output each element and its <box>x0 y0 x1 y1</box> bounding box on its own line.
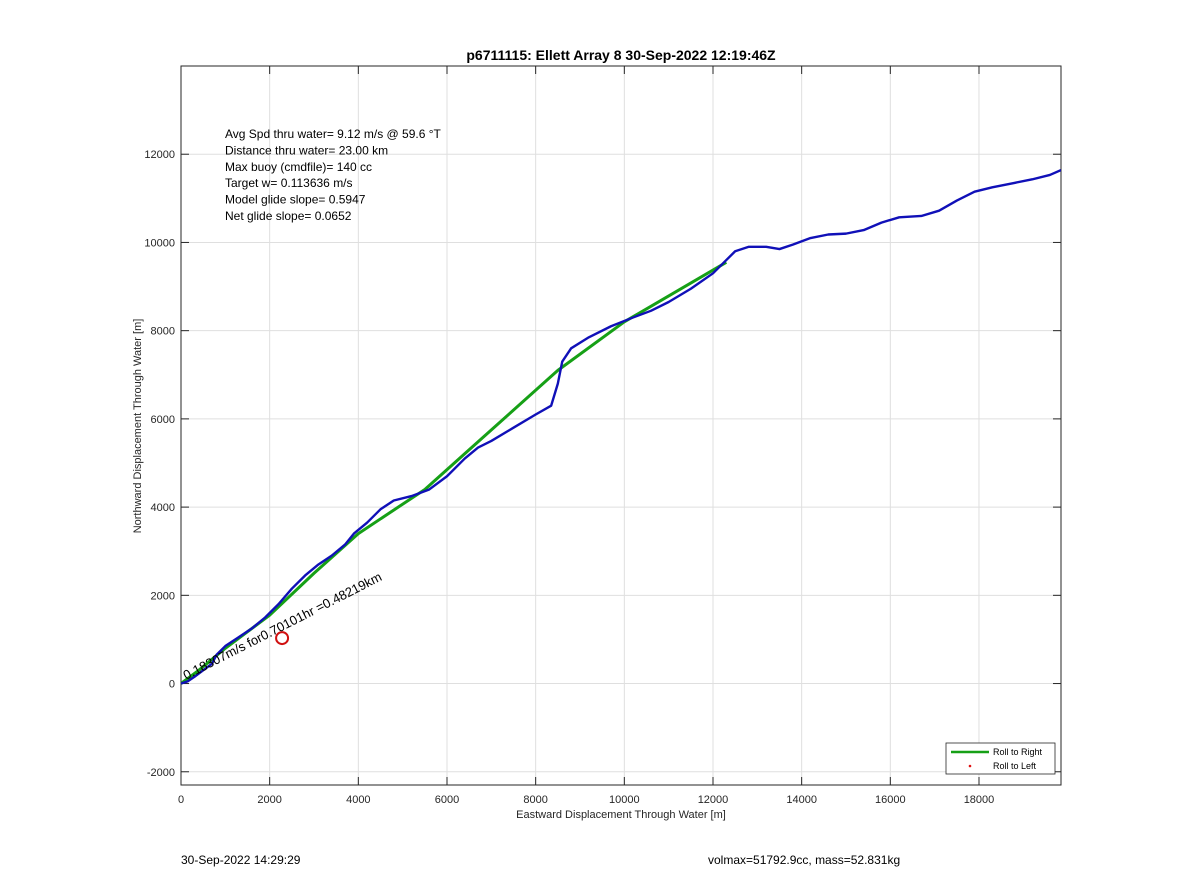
footer-timestamp: 30-Sep-2022 14:29:29 <box>181 853 301 867</box>
series-layer <box>181 169 1061 685</box>
legend-box <box>945 742 1056 775</box>
ticks: 0 2000 4000 6000 8000 10000 12000 14000 16000 180… <box>144 66 1061 806</box>
x-tick-label: 16000 <box>875 794 906 806</box>
chart-title: p6711115: Ellett Array 8 30-Sep-2022 12:… <box>466 47 776 63</box>
drift-annotation: 0.18307m/s for0.70101hr =0.48219km <box>181 569 385 683</box>
x-tick-label: 0 <box>178 794 184 806</box>
stats-annotation-line: Net glide slope= 0.0652 <box>225 209 352 223</box>
y-tick-label: 0 <box>169 679 175 691</box>
x-tick-label: 18000 <box>964 794 995 806</box>
y-tick-label: 4000 <box>151 502 175 514</box>
x-tick-label: 4000 <box>346 794 370 806</box>
y-tick-label: 2000 <box>151 590 175 602</box>
glider-track-line <box>181 169 1061 685</box>
x-axis-label: Eastward Displacement Through Water [m] <box>516 809 726 821</box>
stats-annotation-line: Max buoy (cmdfile)= 140 cc <box>225 160 372 174</box>
stats-annotation-line: Distance thru water= 23.00 km <box>225 143 388 157</box>
y-tick-label: 6000 <box>151 414 175 426</box>
y-tick-label: 10000 <box>144 237 175 249</box>
y-tick-label: 8000 <box>151 326 175 338</box>
annotations: Avg Spd thru water= 9.12 m/s @ 59.6 °T Di… <box>225 127 442 223</box>
grid <box>180 66 1061 785</box>
y-tick-label: -2000 <box>147 767 175 779</box>
x-tick-label: 12000 <box>698 794 729 806</box>
legend-label-roll-right: Roll to Right <box>993 747 1043 757</box>
x-tick-label: 10000 <box>609 794 640 806</box>
stats-annotation-line: Model glide slope= 0.5947 <box>225 193 366 207</box>
x-tick-label: 14000 <box>786 794 817 806</box>
legend: Roll to Right Roll to Left <box>945 742 1056 775</box>
stats-annotation-line: Target w= 0.113636 m/s <box>225 176 353 190</box>
stats-annotation-line: Avg Spd thru water= 9.12 m/s @ 59.6 °T <box>225 127 442 141</box>
series-group <box>181 169 1061 685</box>
x-tick-label: 6000 <box>435 794 459 806</box>
y-tick-label: 12000 <box>144 149 175 161</box>
legend-swatch-roll-left <box>968 764 972 768</box>
position-marker <box>275 631 290 646</box>
axes-box <box>180 65 1062 786</box>
y-axis-label: Northward Displacement Through Water [m] <box>132 319 144 534</box>
x-tick-label: 2000 <box>257 794 281 806</box>
x-tick-label: 8000 <box>523 794 547 806</box>
footer-summary: volmax=51792.9cc, mass=52.831kg <box>708 853 901 867</box>
legend-label-roll-left: Roll to Left <box>993 761 1037 771</box>
